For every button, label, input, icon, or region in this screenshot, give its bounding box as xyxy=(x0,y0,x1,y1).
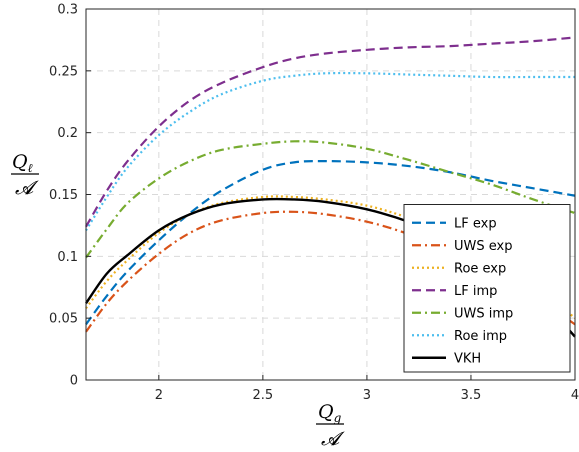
series-line-roe-imp xyxy=(85,71,575,231)
x-tick-label-1: 2.5 xyxy=(253,388,274,403)
y-tick-label-5: 0.25 xyxy=(49,64,78,79)
series-line-uws-imp xyxy=(85,140,576,259)
legend-box xyxy=(403,204,571,373)
y-label-denominator: 𝓐 xyxy=(15,177,39,199)
legend-label-lf-imp: LF imp xyxy=(454,284,497,299)
y-tick-label-0: 0 xyxy=(70,374,78,389)
y-tick-label-3: 0.15 xyxy=(49,188,78,203)
x-tick-label-4: 4 xyxy=(571,388,579,403)
legend-label-uws-exp: UWS exp xyxy=(454,239,512,254)
y-label-numerator: Qℓ xyxy=(12,151,33,175)
legend: LF exp UWS exp Roe exp LF imp UWS imp Roe imp… xyxy=(403,204,571,373)
y-tick-label-1: 0.05 xyxy=(49,312,78,327)
x-tick-label-0: 2 xyxy=(155,388,163,403)
x-tick-label-2: 3 xyxy=(363,388,371,403)
x-label-denominator: 𝓐 xyxy=(321,428,345,450)
x-label-numerator: Qg xyxy=(318,401,342,425)
legend-label-roe-exp: Roe exp xyxy=(454,261,506,276)
series-line-lf-exp xyxy=(85,159,576,325)
series-line-uws-exp xyxy=(85,210,576,333)
y-tick-label-6: 0.3 xyxy=(57,3,78,18)
y-axis-label: Qℓ 𝓐 xyxy=(11,151,39,199)
legend-label-uws-imp: UWS imp xyxy=(454,306,513,321)
series-line-lf-imp xyxy=(85,36,576,228)
x-tick-label-3: 3.5 xyxy=(461,388,482,403)
y-tick-label-4: 0.2 xyxy=(57,126,78,141)
series-line-roe-exp xyxy=(85,195,576,320)
legend-label-vkh: VKH xyxy=(454,351,481,366)
legend-label-lf-exp: LF exp xyxy=(454,216,497,231)
tick-labels: 2 2.5 3 3.5 4 0 0.05 0.1 0.15 0.2 0.25 0.3 xyxy=(49,3,579,404)
x-axis-label: Qg 𝓐 xyxy=(316,401,345,450)
y-tick-label-2: 0.1 xyxy=(57,250,78,265)
legend-label-roe-imp: Roe imp xyxy=(454,329,507,344)
